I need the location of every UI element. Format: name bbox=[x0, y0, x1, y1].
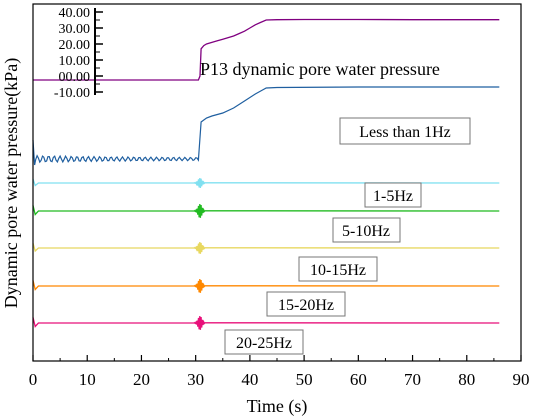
series-lt1hz-line bbox=[32, 86, 500, 166]
x-tick-label-90: 90 bbox=[513, 370, 530, 389]
x-axis-title: Time (s) bbox=[247, 396, 308, 417]
x-tick-label-0: 0 bbox=[29, 370, 38, 389]
annotation-text: Less than 1Hz bbox=[359, 124, 451, 141]
annotation-10-15hz: 10-15Hz bbox=[298, 256, 378, 282]
annotation-box bbox=[339, 117, 471, 145]
inset-tick-label-1: 30.00 bbox=[59, 22, 91, 37]
annotation-box bbox=[266, 291, 346, 317]
annotation-5-10hz: 5-10Hz bbox=[332, 217, 401, 243]
annotation-15-20hz: 15-20Hz bbox=[266, 291, 346, 317]
x-tick-label-70: 70 bbox=[404, 370, 421, 389]
series-5-10hz-line bbox=[32, 203, 500, 218]
annotation-1-5hz: 1-5Hz bbox=[364, 182, 422, 208]
chart-series-layer bbox=[32, 18, 500, 330]
annotation-text: 5-10Hz bbox=[342, 223, 390, 240]
x-tick-label-80: 80 bbox=[458, 370, 475, 389]
x-tick-label-20: 20 bbox=[133, 370, 150, 389]
inset-tick-label-3: 10.00 bbox=[59, 54, 91, 69]
series-20-25hz-line bbox=[32, 315, 500, 330]
inset-tick-label-0: 40.00 bbox=[59, 6, 91, 21]
annotation-box bbox=[332, 217, 401, 243]
inset-y-axis: 40.00 30.00 20.00 10.00 00.00 -10.00 bbox=[54, 6, 103, 101]
annotation-20-25hz: 20-25Hz bbox=[224, 329, 304, 355]
inset-tick-label-2: 20.00 bbox=[59, 38, 91, 53]
x-tick-label-10: 10 bbox=[79, 370, 96, 389]
inset-tick-label-5: -10.00 bbox=[54, 86, 90, 101]
series-1-5hz-line bbox=[32, 177, 500, 188]
annotation-box bbox=[224, 329, 304, 355]
y-axis-title: Dynamic pore water pressure(kPa) bbox=[1, 58, 22, 308]
annotation-box bbox=[298, 256, 378, 282]
annotation-text: 10-15Hz bbox=[310, 262, 366, 279]
annotation-box bbox=[364, 182, 422, 208]
series-main-line bbox=[33, 18, 500, 81]
annotation-less-than-1hz: Less than 1Hz bbox=[339, 117, 471, 145]
chart-title: P13 dynamic pore water pressure bbox=[200, 59, 440, 79]
inset-tick-marks bbox=[95, 11, 103, 93]
annotation-text: 15-20Hz bbox=[278, 297, 334, 314]
series-15-20hz-line bbox=[32, 278, 500, 293]
x-axis: 0 10 20 30 40 50 60 70 80 90 bbox=[29, 355, 530, 389]
annotation-text: 1-5Hz bbox=[373, 188, 413, 205]
x-tick-label-50: 50 bbox=[296, 370, 313, 389]
x-tick-label-30: 30 bbox=[187, 370, 204, 389]
x-tick-label-40: 40 bbox=[241, 370, 258, 389]
annotation-text: 20-25Hz bbox=[236, 335, 292, 352]
inset-tick-label-4: 00.00 bbox=[59, 70, 91, 85]
series-10-15hz-line bbox=[32, 241, 500, 254]
x-tick-label-60: 60 bbox=[350, 370, 367, 389]
